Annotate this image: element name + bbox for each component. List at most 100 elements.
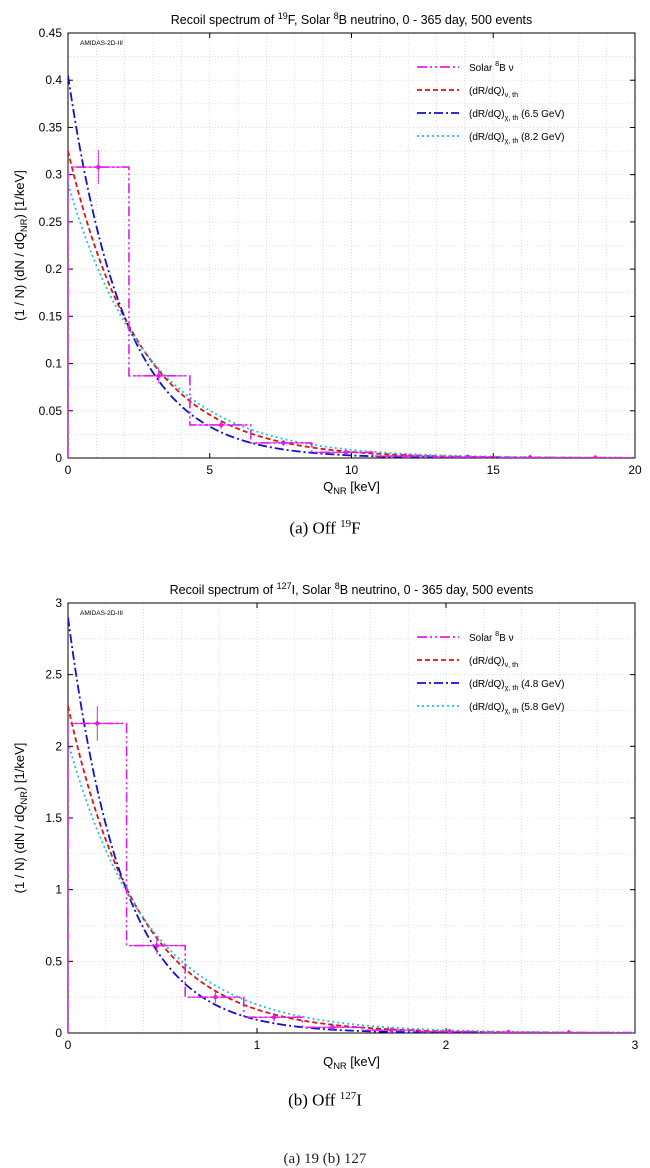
y-axis-label-part: ) [1/keV] (12, 743, 27, 791)
legend-label-2-part: (dR/dQ) (469, 656, 505, 667)
data-point (592, 454, 599, 458)
chart-title-part: 8 (335, 581, 340, 591)
chart-title-part: 19 (278, 11, 288, 21)
legend-label-4-part: χ, th (505, 136, 519, 145)
y-tick-label: 0.05 (39, 404, 63, 418)
x-tick-label: 0 (65, 1038, 72, 1052)
chart-title-part: B neutrino, 0 - 365 day, 500 events (340, 583, 534, 597)
x-axis-label: QNR [keV] (323, 1054, 380, 1071)
y-tick-label: 2 (55, 739, 62, 753)
legend-label-3-part: χ, th (505, 113, 519, 122)
legend-label-2-part: ν, th (505, 90, 519, 99)
x-axis-label: QNR [keV] (323, 479, 380, 496)
caption-a-sup: 19 (340, 518, 352, 530)
plot-content (68, 75, 635, 458)
y-tick-label: 0.3 (45, 168, 62, 182)
x-tick-label: 1 (254, 1038, 261, 1052)
legend-label-1-part: 8 (495, 629, 499, 638)
data-point (446, 1028, 453, 1033)
x-tick-label: 10 (345, 463, 359, 477)
legend-label-4-part: (dR/dQ) (469, 132, 505, 143)
chart-title-part: Recoil spectrum of (171, 13, 278, 27)
legend-label-1-part: B ν (499, 633, 513, 644)
data-point (388, 1027, 395, 1033)
y-tick-label: 1.5 (45, 811, 62, 825)
y-tick-label: 0.35 (39, 120, 63, 134)
amidas-tag: AMIDAS-2D-III (80, 610, 123, 617)
x-tick-label: 2 (443, 1038, 450, 1052)
y-tick-label: 3 (55, 596, 62, 610)
x-tick-label: 5 (206, 463, 213, 477)
data-point (212, 994, 219, 1001)
chart-title-part: 127 (277, 581, 292, 591)
legend-label-4: (dR/dQ)χ, th (8.2 GeV) (469, 132, 564, 145)
chart-title: Recoil spectrum of 127I, Solar 8B neutri… (170, 581, 534, 597)
figure-caption-a: (a) Off 19F (0, 518, 650, 539)
legend-label-3-part: χ, th (505, 683, 519, 692)
data-point (505, 1029, 512, 1033)
theory-curve-2 (68, 75, 635, 458)
x-tick-label: 0 (65, 463, 72, 477)
theory-curve-2 (68, 617, 635, 1033)
legend-label-2: (dR/dQ)ν, th (469, 86, 518, 99)
legend-label-3: (dR/dQ)χ, th (6.5 GeV) (469, 109, 564, 122)
x-axis-label-part: NR (333, 1061, 347, 1071)
legend-label-2: (dR/dQ)ν, th (469, 656, 518, 669)
data-point (153, 942, 160, 949)
y-tick-label: 0.1 (45, 357, 62, 371)
data-point (280, 439, 287, 446)
y-tick-label: 0.15 (39, 309, 63, 323)
chart-127I: Recoil spectrum of 127I, Solar 8B neutri… (12, 581, 639, 1071)
data-point (527, 454, 534, 458)
chart-title-part: F, Solar (288, 13, 334, 27)
legend-label-1-part: Solar (469, 63, 495, 74)
y-axis-label-part: (1 / N) (dN / dQ (12, 805, 27, 894)
legend-label-1: Solar 8B ν (469, 629, 514, 644)
legend-label-4-part: (8.2 GeV) (518, 132, 564, 143)
chart-panel-19F: Recoil spectrum of 19F, Solar 8B neutrin… (0, 0, 650, 545)
legend-label-3: (dR/dQ)χ, th (4.8 GeV) (469, 679, 564, 692)
figure-caption-b: (b) Off 127I (0, 1090, 650, 1111)
legend-label-2-part: (dR/dQ) (469, 86, 505, 97)
x-axis-label-part: NR (333, 486, 347, 496)
legend-label-1-part: Solar (469, 633, 495, 644)
data-point (218, 421, 225, 428)
plot-content (68, 617, 635, 1033)
legend-label-4-part: (5.8 GeV) (518, 702, 564, 713)
data-point (402, 453, 409, 458)
y-tick-label: 0.25 (39, 215, 63, 229)
chart-title: Recoil spectrum of 19F, Solar 8B neutrin… (171, 11, 533, 27)
x-tick-label: 20 (628, 463, 642, 477)
legend-label-4-part: (dR/dQ) (469, 702, 505, 713)
legend-label-4: (dR/dQ)χ, th (5.8 GeV) (469, 702, 564, 715)
legend-label-4-part: χ, th (505, 706, 519, 715)
caption-a-prefix: (a) Off (289, 518, 341, 538)
legend-label-1: Solar 8B ν (469, 59, 514, 74)
legend-label-1-part: B ν (499, 63, 513, 74)
y-axis-label: (1 / N) (dN / dQNR) [1/keV] (12, 743, 29, 894)
data-point (464, 454, 471, 458)
y-tick-label: 0.4 (45, 73, 62, 87)
plot-area (68, 603, 635, 1033)
y-tick-label: 0.45 (39, 26, 63, 40)
caption-b-suffix: I (356, 1090, 362, 1110)
chart-panel-127I: Recoil spectrum of 127I, Solar 8B neutri… (0, 580, 650, 1125)
x-tick-label: 3 (632, 1038, 639, 1052)
legend-label-3-part: (dR/dQ) (469, 109, 505, 120)
footer-caption-fragment: (a) 19 (b) 127 (283, 1151, 367, 1167)
legend-label-3-part: (6.5 GeV) (518, 109, 564, 120)
data-point (342, 449, 349, 456)
y-tick-label: 0 (55, 1026, 62, 1040)
y-tick-label: 0.2 (45, 262, 62, 276)
chart-title-part: B neutrino, 0 - 365 day, 500 events (339, 13, 533, 27)
y-axis-label-part: ) [1/keV] (12, 170, 27, 218)
data-point (155, 372, 162, 379)
legend-label-2-part: ν, th (505, 660, 519, 669)
caption-a-suffix: F (351, 518, 361, 538)
x-axis-label-part: Q (323, 1054, 333, 1069)
y-tick-label: 0.5 (45, 954, 62, 968)
data-point (565, 1029, 572, 1033)
y-tick-label: 2.5 (45, 668, 62, 682)
chart-19F: Recoil spectrum of 19F, Solar 8B neutrin… (12, 11, 642, 496)
data-point (271, 1014, 278, 1021)
